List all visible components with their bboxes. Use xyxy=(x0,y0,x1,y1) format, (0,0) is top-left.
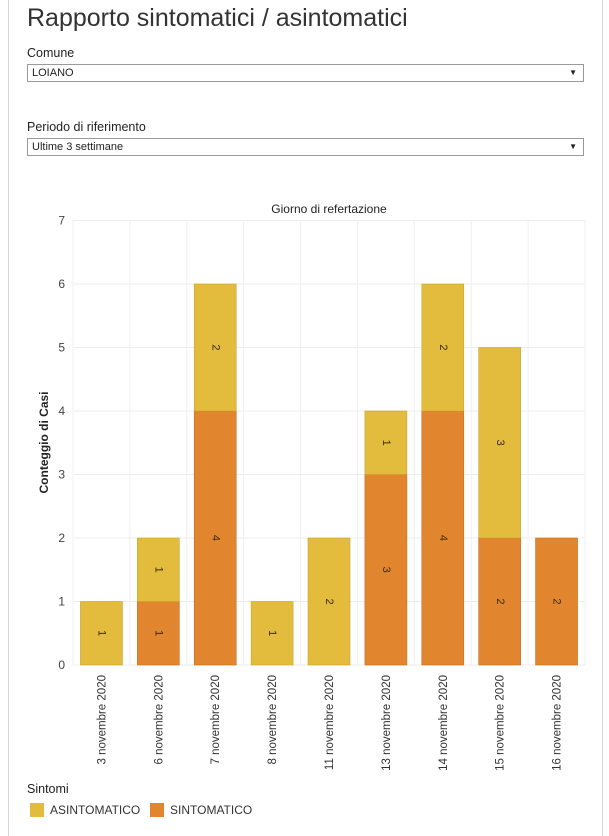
bar-data-label: 4 xyxy=(209,535,221,541)
bar-asintomatico xyxy=(478,347,521,539)
bar-asintomatico xyxy=(193,283,237,412)
x-tick-label: 11 novembre 2020 xyxy=(324,675,336,770)
chevron-down-icon[interactable]: ▼ xyxy=(569,142,577,151)
bar-data-label: 2 xyxy=(551,598,563,604)
comune-filter-label: Comune xyxy=(27,46,75,60)
bar-data-label: 2 xyxy=(209,344,221,350)
y-tick-label: 2 xyxy=(58,531,65,545)
periodo-select-value: Ultime 3 settimane xyxy=(32,141,124,153)
bar-data-label: 2 xyxy=(323,598,335,604)
bar-sintomatico xyxy=(137,601,180,666)
x-tick-label: 16 novembre 2020 xyxy=(552,675,564,771)
bar-data-label: 1 xyxy=(152,567,164,573)
chevron-down-icon[interactable]: ▼ xyxy=(569,68,577,77)
x-tick-label: 7 novembre 2020 xyxy=(210,675,222,765)
y-tick-label: 6 xyxy=(58,277,65,291)
chart-title: Giorno di refertazione xyxy=(271,202,387,216)
bar-asintomatico xyxy=(250,601,294,666)
comune-select-value: LOIANO xyxy=(32,67,74,79)
bar-data-label: 2 xyxy=(494,598,506,604)
bar-data-label: 1 xyxy=(152,630,164,636)
y-tick-label: 1 xyxy=(58,595,65,609)
legend-label-sintomatico: SINTOMATICO xyxy=(170,803,253,817)
legend-title: Sintomi xyxy=(27,782,69,796)
legend-item-sintomatico[interactable]: SINTOMATICO xyxy=(150,803,252,817)
y-tick-label: 7 xyxy=(58,214,65,228)
legend-item-asintomatico[interactable]: ASINTOMATICO xyxy=(30,803,140,817)
legend-label-asintomatico: ASINTOMATICO xyxy=(50,803,141,817)
page-title: Rapporto sintomatici / asintomatici xyxy=(27,4,408,32)
x-tick-label: 6 novembre 2020 xyxy=(153,675,165,765)
bar-sintomatico xyxy=(421,410,465,666)
x-tick-label: 3 novembre 2020 xyxy=(96,675,108,765)
legend-swatch-asintomatico xyxy=(30,803,44,817)
bar-asintomatico xyxy=(137,537,180,602)
x-tick-label: 15 novembre 2020 xyxy=(495,675,507,771)
bar-data-label: 3 xyxy=(494,440,506,446)
comune-select[interactable]: LOIANO ▼ xyxy=(27,64,584,82)
bar-asintomatico xyxy=(80,601,123,666)
legend-swatch-sintomatico xyxy=(150,803,164,817)
periodo-select[interactable]: Ultime 3 settimane ▼ xyxy=(27,138,584,156)
x-tick-label: 13 novembre 2020 xyxy=(381,675,393,771)
bar-data-label: 1 xyxy=(96,630,108,636)
bar-sintomatico xyxy=(478,537,521,666)
bar-data-label: 1 xyxy=(266,630,278,636)
periodo-filter-label: Periodo di riferimento xyxy=(27,120,146,134)
y-tick-label: 5 xyxy=(58,341,65,355)
y-tick-label: 4 xyxy=(58,404,65,418)
bar-data-label: 1 xyxy=(380,440,392,446)
bar-asintomatico xyxy=(307,537,351,666)
bar-sintomatico xyxy=(364,474,408,666)
stacked-bar-chart: Giorno di refertazione 0 1 2 3 4 5 6 7 Conteggio … xyxy=(37,202,586,771)
y-tick-label: 0 xyxy=(58,658,65,672)
bar-asintomatico xyxy=(364,410,408,475)
bar-asintomatico xyxy=(421,283,465,412)
bar-sintomatico xyxy=(535,537,578,666)
y-axis-label: Conteggio di Casi xyxy=(37,392,51,494)
bar-sintomatico xyxy=(193,410,237,666)
bar-data-label: 4 xyxy=(437,535,449,541)
y-tick-label: 3 xyxy=(58,468,65,482)
bar-data-label: 3 xyxy=(380,567,392,573)
bar-data-label: 2 xyxy=(437,344,449,350)
x-tick-label: 14 novembre 2020 xyxy=(438,675,450,771)
x-tick-label: 8 novembre 2020 xyxy=(267,675,279,765)
